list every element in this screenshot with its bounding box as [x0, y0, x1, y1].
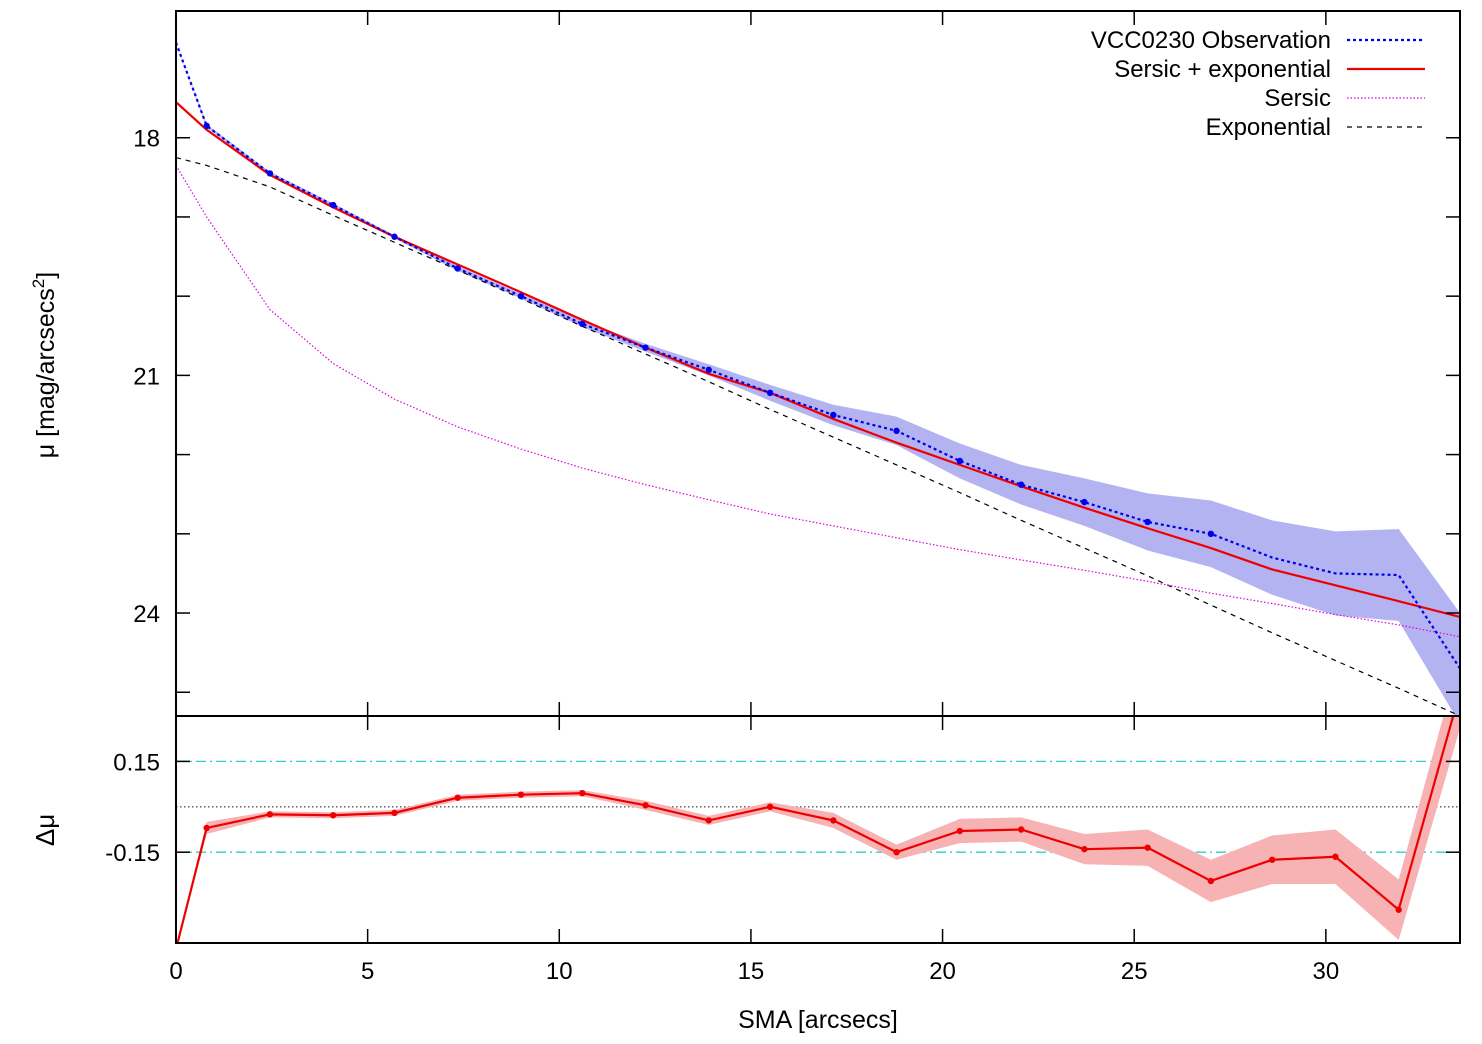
observation-point: [517, 292, 525, 300]
upper-series-lines: [176, 42, 1460, 716]
residual-point: [1207, 877, 1215, 885]
lower-tick-marks: [175, 716, 1460, 943]
observation-point: [1017, 481, 1025, 488]
legend-label: Sersic: [1264, 85, 1331, 112]
upper-y-axis-label: μ [mag/arcsecs2]: [29, 272, 60, 458]
x-tick-label: 20: [929, 958, 956, 985]
residual-point: [266, 811, 274, 818]
observation-point: [266, 170, 274, 177]
residual-polyline: [176, 716, 1455, 943]
residual-points: [203, 789, 1402, 913]
x-tick-label: 15: [738, 958, 765, 985]
observation-point: [1144, 518, 1151, 526]
x-tick-label: 5: [361, 958, 374, 985]
observation-point: [391, 233, 398, 240]
residual-point: [766, 803, 774, 810]
observation-point: [893, 427, 900, 435]
observation-point: [956, 457, 964, 465]
observation-point: [705, 366, 712, 374]
residual-point: [1144, 844, 1151, 851]
observation-point: [329, 201, 337, 209]
residual-point: [705, 817, 712, 824]
series-line-sersic: [176, 165, 1460, 638]
series-line-exponential: [176, 156, 1460, 716]
x-tick-label: 30: [1312, 958, 1339, 985]
observation-point: [830, 411, 837, 419]
y-tick-label: 18: [133, 126, 160, 153]
residual-point: [956, 827, 964, 835]
lower-y-tick-label: 0.15: [113, 749, 160, 776]
y-tick-label: 21: [133, 363, 160, 390]
series-line-sersic-exponential: [176, 101, 1460, 619]
residual-point: [642, 802, 649, 809]
residual-line: [176, 716, 1455, 943]
residual-point: [391, 809, 398, 817]
y-tick-label: 24: [133, 601, 160, 628]
residual-point: [329, 812, 337, 819]
legend-label: Exponential: [1206, 114, 1331, 141]
residual-point: [517, 791, 525, 798]
observation-point: [1207, 530, 1215, 538]
observation-point: [766, 389, 774, 397]
x-tick-labels: 0 5 10 15 20 25 30: [169, 958, 1339, 985]
reference-lines: [176, 760, 1460, 853]
observation-point: [203, 122, 210, 130]
residual-point: [579, 789, 586, 797]
lower-plot-frame: [175, 715, 1461, 944]
residual-point: [1395, 906, 1402, 913]
residual-point: [893, 849, 900, 856]
lower-panel: 0.15 -0.15 0 5 10 15 20 25 30 Δμ SMA [arcsecs]: [30, 715, 1461, 1034]
residual-point: [1332, 853, 1339, 860]
residual-point: [203, 824, 210, 832]
upper-y-tick-labels: 18 21 24: [133, 126, 160, 628]
observation-points: [203, 122, 1215, 538]
observation-point: [454, 265, 461, 272]
residual-point: [1017, 826, 1025, 833]
x-tick-label: 0: [169, 958, 182, 985]
observation-point: [642, 344, 649, 351]
residual-point: [830, 817, 837, 824]
observation-point: [579, 320, 586, 328]
lower-y-tick-label: -0.15: [105, 840, 160, 867]
x-tick-label: 10: [546, 958, 573, 985]
x-tick-label: 25: [1121, 958, 1148, 985]
legend-label: VCC0230 Observation: [1091, 27, 1331, 54]
residual-point: [1081, 845, 1088, 853]
residual-point: [1268, 856, 1276, 863]
residual-point: [454, 794, 461, 801]
upper-panel: 18 21 24 μ [mag/arcsecs2] VCC0230 Observat…: [29, 10, 1461, 717]
lower-y-tick-labels: 0.15 -0.15: [105, 749, 160, 867]
x-axis-label: SMA [arcsecs]: [738, 1006, 898, 1034]
upper-tick-marks: [175, 11, 1460, 716]
lower-y-axis-label: Δμ: [30, 814, 60, 846]
legend-label: Sersic + exponential: [1114, 56, 1331, 83]
observation-point: [1081, 498, 1088, 506]
